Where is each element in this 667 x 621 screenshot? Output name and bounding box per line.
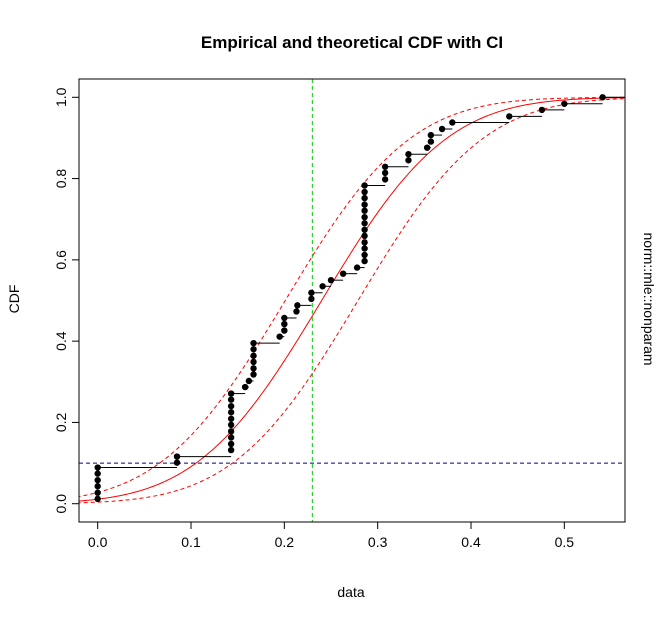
x-tick-label: 0.4: [461, 534, 481, 550]
ci-lower-curve: [79, 96, 625, 498]
ecdf-point: [227, 428, 235, 435]
ecdf-point: [308, 289, 315, 296]
plot-frame: [78, 78, 626, 523]
ecdf-point: [227, 390, 235, 397]
ecdf-point: [241, 383, 249, 391]
ecdf-point: [361, 257, 368, 265]
ecdf-point: [361, 239, 368, 246]
ecdf-point: [250, 358, 257, 366]
plot-area: [79, 79, 625, 522]
ecdf-point: [281, 327, 288, 334]
y-tick-label: 0.8: [53, 169, 69, 189]
x-tick-label: 0.5: [555, 534, 575, 550]
ecdf-point: [308, 295, 315, 303]
ci-upper-curve: [79, 98, 625, 504]
ecdf-point: [250, 365, 257, 372]
ecdf-point: [405, 150, 412, 158]
ecdf-point: [361, 182, 368, 189]
x-axis-label: data: [337, 584, 364, 600]
x-tick-label: 0.2: [275, 534, 295, 550]
ecdf-point: [599, 94, 606, 101]
ecdf-point: [361, 226, 368, 233]
ecdf-point: [94, 495, 101, 503]
ecdf-point: [361, 251, 368, 259]
axes: 0.0 0.1 0.2 0.3 0.4 0.5 0.0 0.2 0.4 0.6 0.8 1.0: [53, 87, 574, 550]
ecdf-point: [427, 138, 435, 145]
ecdf-point: [281, 314, 288, 322]
y-tick-label: 0.6: [53, 250, 69, 270]
ecdf-point: [173, 453, 181, 460]
x-tick-label: 0.0: [88, 534, 108, 550]
ecdf-point: [361, 220, 368, 227]
ecdf-point: [227, 440, 235, 448]
ecdf-point: [173, 459, 181, 466]
theoretical-cdf-curve: [79, 97, 625, 502]
ecdf-point: [294, 302, 301, 309]
ecdf-point: [361, 245, 368, 252]
ecdf-point: [250, 339, 257, 347]
ecdf-point: [227, 434, 235, 441]
ecdf-point: [381, 169, 389, 177]
plot-content: [79, 79, 625, 522]
ecdf-point: [339, 270, 347, 277]
ecdf-point: [423, 144, 431, 151]
ecdf-point: [250, 371, 257, 378]
y-tick-label: 0.2: [53, 412, 69, 432]
ecdf-point: [361, 213, 368, 221]
ecdf-point: [94, 483, 101, 490]
ecdf-point: [405, 157, 412, 164]
ecdf-point: [427, 131, 435, 139]
ecdf-point: [227, 421, 235, 429]
ecdf-point: [250, 352, 257, 359]
ecdf-point: [319, 283, 326, 290]
ecdf-point: [381, 163, 389, 170]
ecdf-point: [245, 377, 253, 385]
ecdf-point: [361, 207, 368, 214]
ecdf-point: [438, 125, 446, 133]
ecdf-point: [94, 489, 101, 496]
y-tick-label: 0.0: [53, 494, 69, 514]
ecdf-point: [227, 409, 235, 416]
y-tick-label: 1.0: [53, 87, 69, 107]
ecdf-point: [281, 320, 288, 328]
ecdf-point: [506, 113, 513, 120]
ecdf-point: [361, 194, 368, 202]
ecdf-point: [94, 470, 101, 477]
ecdf-point: [250, 346, 257, 353]
ecdf-point: [361, 188, 368, 196]
ecdf-point: [449, 119, 456, 126]
ecdf-point: [227, 415, 235, 422]
ecdf-point: [94, 476, 101, 484]
y-axis-label: CDF: [6, 285, 22, 314]
ecdf-point: [94, 464, 101, 471]
right-method-label: norm::mle::nonparam: [641, 232, 657, 365]
y-tick-label: 0.4: [53, 331, 69, 351]
ecdf-point: [353, 264, 361, 271]
ecdf-point: [276, 333, 283, 340]
ecdf-point: [561, 100, 568, 107]
ecdf-point: [361, 201, 368, 208]
ecdf-point: [227, 402, 235, 410]
ecdf-point: [538, 106, 546, 114]
ecdf-point: [227, 446, 235, 454]
x-tick-label: 0.3: [368, 534, 388, 550]
ecdf-point: [327, 276, 335, 284]
x-tick-label: 0.1: [181, 534, 201, 550]
ecdf-point: [293, 308, 300, 315]
ecdf-point: [361, 232, 368, 240]
chart-title: Empirical and theoretical CDF with CI: [201, 33, 503, 52]
ecdf-point: [381, 176, 389, 183]
ecdf-point: [227, 396, 235, 403]
